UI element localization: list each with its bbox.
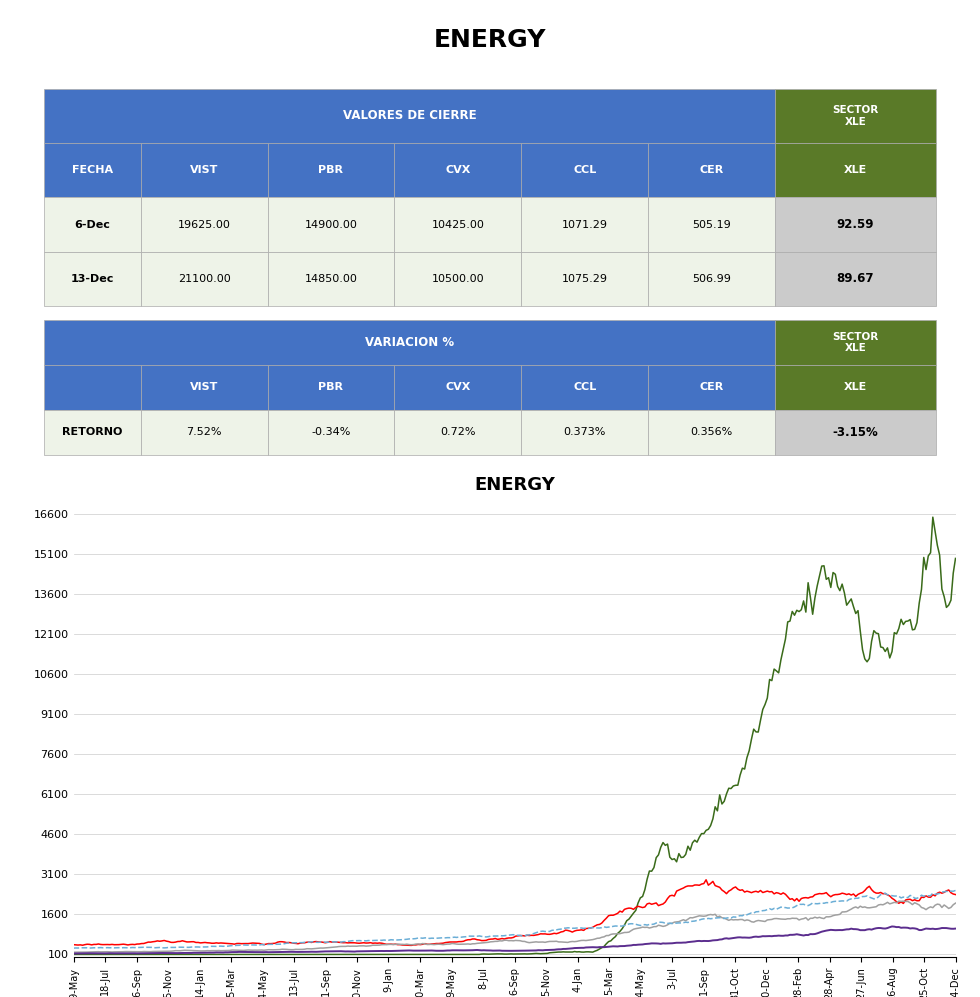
CER bbox=[68, 942, 79, 954]
Text: 10425.00: 10425.00 bbox=[431, 219, 484, 229]
Text: VIST: VIST bbox=[190, 166, 219, 175]
Text: CCL: CCL bbox=[573, 166, 596, 175]
CER bbox=[793, 898, 805, 910]
CVX bbox=[696, 910, 708, 922]
CCL bbox=[886, 920, 898, 932]
Text: RETORNO: RETORNO bbox=[62, 427, 122, 438]
Text: 1075.29: 1075.29 bbox=[562, 274, 608, 284]
Text: PBR: PBR bbox=[318, 382, 343, 393]
Title: ENERGY: ENERGY bbox=[474, 477, 555, 495]
VIST bbox=[694, 831, 706, 843]
PBR bbox=[701, 873, 712, 885]
VIST bbox=[172, 948, 183, 960]
CVX bbox=[893, 895, 905, 907]
CER bbox=[748, 907, 760, 919]
Text: 6-Dec: 6-Dec bbox=[74, 219, 111, 229]
Text: 0.356%: 0.356% bbox=[691, 427, 733, 438]
VIST bbox=[660, 839, 671, 851]
Text: 7.52%: 7.52% bbox=[186, 427, 221, 438]
CVX bbox=[76, 946, 88, 958]
Text: VALORES DE CIERRE: VALORES DE CIERRE bbox=[343, 110, 476, 123]
Text: 92.59: 92.59 bbox=[837, 218, 874, 231]
CER bbox=[660, 917, 671, 929]
PBR bbox=[406, 939, 417, 951]
Text: 0.72%: 0.72% bbox=[440, 427, 475, 438]
CVX bbox=[174, 945, 186, 957]
PBR bbox=[662, 892, 673, 904]
Text: VARIACION %: VARIACION % bbox=[365, 336, 454, 349]
Text: CVX: CVX bbox=[445, 382, 470, 393]
CCL bbox=[950, 922, 961, 934]
Text: 505.19: 505.19 bbox=[692, 219, 731, 229]
CCL bbox=[172, 947, 183, 959]
PBR bbox=[798, 892, 809, 904]
PBR bbox=[950, 888, 961, 900]
CVX bbox=[950, 897, 961, 909]
VIST bbox=[727, 780, 739, 792]
Text: ENERGY: ENERGY bbox=[434, 28, 546, 52]
Text: 89.67: 89.67 bbox=[837, 272, 874, 285]
CER bbox=[727, 911, 739, 923]
VIST bbox=[927, 511, 939, 523]
VIST bbox=[68, 948, 79, 960]
CCL bbox=[68, 947, 79, 959]
CER bbox=[950, 884, 961, 896]
CER bbox=[694, 914, 706, 926]
Text: -0.34%: -0.34% bbox=[312, 427, 351, 438]
Text: FECHA: FECHA bbox=[72, 166, 113, 175]
Line: PBR: PBR bbox=[74, 879, 956, 945]
PBR bbox=[68, 939, 79, 951]
Text: -3.15%: -3.15% bbox=[833, 426, 878, 439]
CCL bbox=[660, 937, 671, 949]
Text: 10500.00: 10500.00 bbox=[431, 274, 484, 284]
PBR bbox=[732, 883, 744, 895]
Text: 506.99: 506.99 bbox=[692, 274, 731, 284]
Text: CER: CER bbox=[700, 166, 723, 175]
PBR bbox=[753, 886, 764, 898]
Line: CCL: CCL bbox=[74, 926, 956, 953]
Text: XLE: XLE bbox=[844, 166, 867, 175]
CCL bbox=[727, 932, 739, 944]
Text: CER: CER bbox=[700, 382, 723, 393]
Text: CVX: CVX bbox=[445, 166, 470, 175]
CVX bbox=[662, 919, 673, 931]
Text: 13-Dec: 13-Dec bbox=[71, 274, 114, 284]
PBR bbox=[696, 878, 708, 890]
Text: PBR: PBR bbox=[318, 166, 343, 175]
CVX bbox=[750, 915, 761, 927]
CCL bbox=[694, 935, 706, 947]
CCL bbox=[748, 931, 760, 943]
Text: 19625.00: 19625.00 bbox=[177, 219, 230, 229]
Text: XLE: XLE bbox=[844, 382, 867, 393]
CVX bbox=[796, 913, 808, 925]
Line: CVX: CVX bbox=[74, 901, 956, 952]
VIST bbox=[748, 723, 760, 735]
CVX bbox=[730, 913, 742, 925]
Text: 14900.00: 14900.00 bbox=[305, 219, 358, 229]
CCL bbox=[793, 928, 805, 940]
Text: SECTOR
XLE: SECTOR XLE bbox=[832, 332, 879, 353]
Text: 1071.29: 1071.29 bbox=[562, 219, 608, 229]
CER bbox=[172, 941, 183, 953]
VIST bbox=[793, 605, 805, 617]
Text: 14850.00: 14850.00 bbox=[305, 274, 358, 284]
Text: 21100.00: 21100.00 bbox=[177, 274, 230, 284]
CVX bbox=[68, 946, 79, 958]
PBR bbox=[172, 935, 183, 947]
Line: CER: CER bbox=[74, 890, 956, 948]
VIST bbox=[950, 552, 961, 564]
Line: VIST: VIST bbox=[74, 517, 956, 954]
Text: VIST: VIST bbox=[190, 382, 219, 393]
Text: SECTOR
XLE: SECTOR XLE bbox=[832, 105, 879, 127]
Text: CCL: CCL bbox=[573, 382, 596, 393]
Text: 0.373%: 0.373% bbox=[564, 427, 606, 438]
